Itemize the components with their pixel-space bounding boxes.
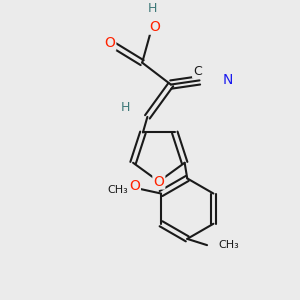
Text: O: O (153, 175, 164, 188)
Text: H: H (121, 101, 130, 114)
Text: C: C (193, 64, 202, 77)
Text: O: O (104, 36, 115, 50)
Text: CH₃: CH₃ (107, 185, 128, 195)
Text: CH₃: CH₃ (218, 240, 239, 250)
Text: O: O (129, 179, 140, 193)
Text: O: O (149, 20, 160, 34)
Text: N: N (223, 74, 233, 87)
Text: H: H (148, 2, 157, 16)
